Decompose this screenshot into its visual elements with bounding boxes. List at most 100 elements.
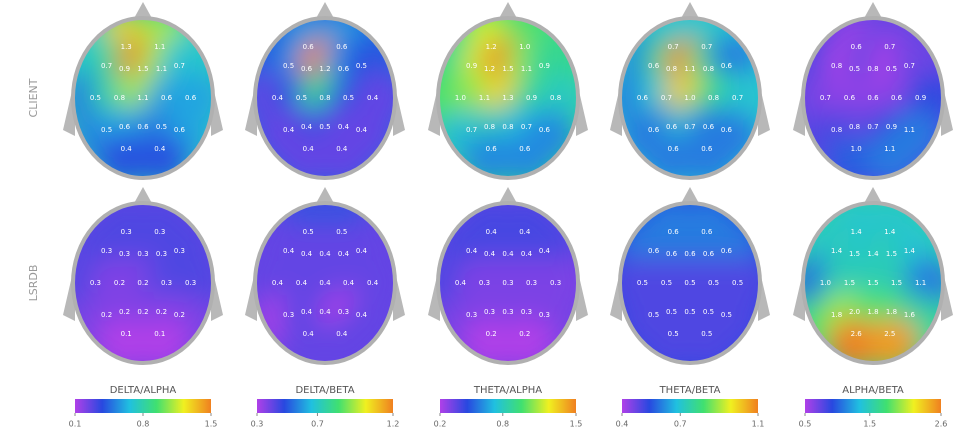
electrode-value: 0.5 xyxy=(684,279,695,287)
colorbar-title: DELTA/ALPHA xyxy=(110,385,177,396)
electrode-value: 0.6 xyxy=(668,228,680,236)
topomap: 0.6 0.7 0.8 0.5 0.8 0.5 0.7 0.7 0.6 0.6 0.6 0.9 0.8 0… xyxy=(793,2,953,180)
electrode-value: 0.3 xyxy=(484,308,495,316)
electrode-value: 0.5 xyxy=(668,330,679,338)
electrode-value: 0.4 xyxy=(539,247,551,255)
electrode-value: 1.3 xyxy=(502,94,513,102)
electrode-value: 0.9 xyxy=(915,94,926,102)
electrode-value: 0.5 xyxy=(666,308,677,316)
electrode-value: 1.8 xyxy=(886,308,897,316)
electrode-value: 0.5 xyxy=(343,94,354,102)
electrode-value: 0.4 xyxy=(303,145,315,153)
topomap: 0.4 0.4 0.4 0.4 0.4 0.4 0.4 0.4 0.3 0.3 0.3 0.3 0.3 0… xyxy=(428,187,588,365)
electrode-value: 0.5 xyxy=(356,62,367,70)
electrode-value: 0.3 xyxy=(521,308,532,316)
electrode-value: 1.5 xyxy=(891,279,902,287)
electrode-value: 0.1 xyxy=(121,330,132,338)
electrode-value: 0.6 xyxy=(666,123,678,131)
electrode-value: 0.6 xyxy=(301,65,313,73)
electrode-value: 0.4 xyxy=(336,145,348,153)
head-outline xyxy=(436,16,580,180)
topomap: 0.7 0.7 0.6 0.8 1.1 0.8 0.6 0.6 0.7 1.0 0.8 0.7 0.6 0… xyxy=(610,2,770,180)
electrode-value: 0.6 xyxy=(891,94,903,102)
electrode-value: 0.8 xyxy=(114,94,125,102)
electrode-value: 1.8 xyxy=(831,311,842,319)
colorbar-tick-label: 1.2 xyxy=(387,420,400,429)
electrode-value: 0.4 xyxy=(301,308,313,316)
row-label: CLIENT xyxy=(27,78,40,117)
electrode-value: 0.8 xyxy=(703,65,714,73)
electrode-value: 1.1 xyxy=(156,65,167,73)
electrode-value: 0.6 xyxy=(666,250,678,258)
electrode-value: 0.6 xyxy=(701,228,713,236)
electrode-value: 0.6 xyxy=(174,126,186,134)
electrode-value: 0.7 xyxy=(884,43,895,51)
electrode-value: 1.3 xyxy=(121,43,132,51)
topomap: 0.6 0.6 0.5 0.6 1.2 0.6 0.5 0.4 0.5 0.8 0.5 0.4 0.4 0… xyxy=(245,2,405,180)
heat xyxy=(803,18,943,178)
electrode-value: 0.6 xyxy=(648,126,660,134)
electrode-value: 0.3 xyxy=(156,250,167,258)
electrode-value: 1.1 xyxy=(684,65,695,73)
electrode-value: 0.5 xyxy=(283,62,294,70)
electrode-value: 0.6 xyxy=(721,126,733,134)
head-outline xyxy=(801,201,945,365)
electrode-value: 0.6 xyxy=(338,65,350,73)
electrode-value: 0.2 xyxy=(101,311,112,319)
electrode-value: 0.4 xyxy=(301,250,313,258)
electrode-value: 0.9 xyxy=(466,62,477,70)
electrode-value: 0.5 xyxy=(648,311,659,319)
colorbar-title: THETA/BETA xyxy=(659,385,721,396)
electrode-value: 0.6 xyxy=(303,43,315,51)
electrode-value: 0.2 xyxy=(114,279,125,287)
electrode-value: 0.8 xyxy=(831,62,842,70)
electrode-value: 0.9 xyxy=(119,65,130,73)
electrode-value: 0.6 xyxy=(161,94,173,102)
electrode-value: 0.2 xyxy=(137,308,148,316)
electrode-value: 0.6 xyxy=(519,145,531,153)
electrode-value: 0.4 xyxy=(338,123,350,131)
electrode-value: 0.5 xyxy=(156,123,167,131)
electrode-value: 0.3 xyxy=(185,279,196,287)
electrode-value: 1.4 xyxy=(904,247,916,255)
colorbar xyxy=(805,399,941,413)
electrode-value: 1.5 xyxy=(849,250,860,258)
head-outline xyxy=(618,201,762,365)
electrode-value: 0.5 xyxy=(732,279,743,287)
electrode-value: 0.5 xyxy=(319,123,330,131)
electrode-value: 0.5 xyxy=(721,311,732,319)
electrode-value: 0.4 xyxy=(336,330,348,338)
electrode-value: 0.5 xyxy=(708,279,719,287)
electrode-value: 0.5 xyxy=(101,126,112,134)
electrode-value: 1.2 xyxy=(319,65,330,73)
head-outline xyxy=(71,16,215,180)
electrode-value: 0.3 xyxy=(502,308,513,316)
electrode-value: 0.7 xyxy=(701,43,712,51)
electrode-value: 0.9 xyxy=(886,123,897,131)
electrode-value: 0.4 xyxy=(272,279,284,287)
electrode-value: 0.7 xyxy=(820,94,831,102)
colorbar-tick-label: 0.5 xyxy=(799,420,812,429)
electrode-value: 0.4 xyxy=(121,145,133,153)
electrode-value: 0.3 xyxy=(479,279,490,287)
topomap: 1.3 1.1 0.7 0.9 1.5 1.1 0.7 0.5 0.8 1.1 0.6 0.6 0.5 0… xyxy=(63,2,223,180)
electrode-value: 1.6 xyxy=(904,311,916,319)
electrode-value: 0.3 xyxy=(526,279,537,287)
electrode-value: 0.4 xyxy=(519,228,531,236)
electrode-value: 0.3 xyxy=(466,311,477,319)
electrode-value: 0.7 xyxy=(661,94,672,102)
electrode-value: 0.6 xyxy=(119,123,131,131)
head-outline xyxy=(253,201,397,365)
electrode-value: 0.3 xyxy=(101,247,112,255)
heat-blobs xyxy=(73,203,213,363)
electrode-value: 1.4 xyxy=(867,250,879,258)
electrode-value: 1.1 xyxy=(904,126,915,134)
colorbar xyxy=(440,399,576,413)
head-outline xyxy=(253,16,397,180)
heat xyxy=(255,203,395,363)
electrode-value: 0.9 xyxy=(539,62,550,70)
colorbar-tick-label: 0.3 xyxy=(251,420,264,429)
electrode-value: 2.0 xyxy=(849,308,860,316)
electrode-value: 0.4 xyxy=(272,94,284,102)
electrode-value: 0.8 xyxy=(708,94,719,102)
